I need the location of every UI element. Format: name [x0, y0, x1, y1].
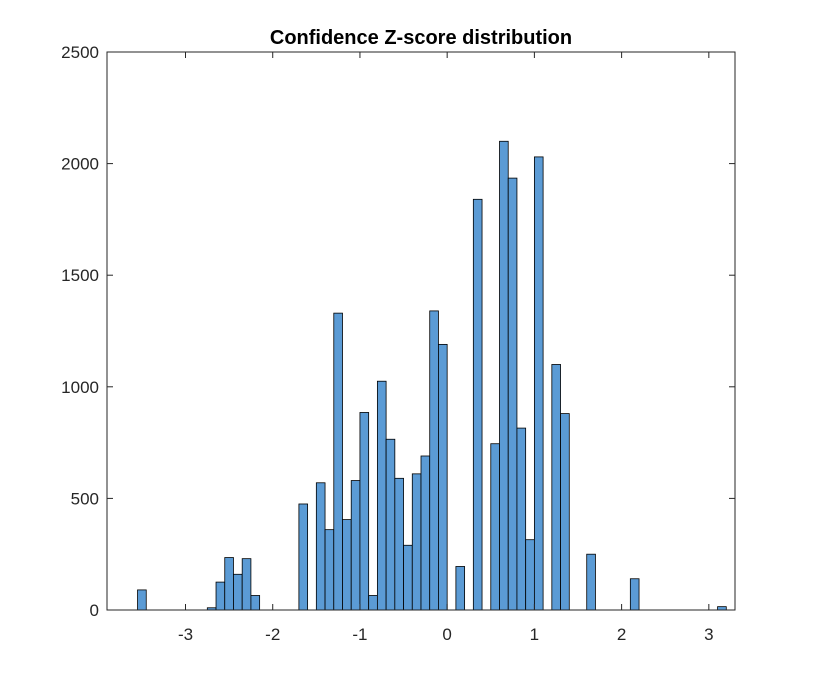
histogram-bar [455, 566, 466, 611]
y-tick-label: 1500 [61, 266, 99, 285]
histogram-bar [215, 581, 226, 611]
y-tick-label: 1000 [61, 378, 99, 397]
histogram-bar [359, 412, 370, 611]
y-tick-label: 2000 [61, 155, 99, 174]
bars-group [137, 140, 727, 611]
histogram-bar [516, 427, 527, 611]
histogram-bar [315, 482, 326, 611]
plot-area-border [106, 51, 736, 611]
histogram-bar [586, 553, 596, 611]
histogram-bar [394, 477, 404, 611]
histogram-bar [429, 310, 439, 611]
histogram-bar [420, 455, 431, 611]
histogram-bar [717, 606, 727, 611]
histogram-bar [224, 557, 234, 611]
histogram-bar [333, 312, 343, 611]
histogram-bar [472, 198, 483, 611]
x-tick-label: 3 [704, 625, 713, 644]
histogram-bar [629, 578, 640, 611]
histogram-bar [324, 529, 335, 611]
histogram-bar [551, 364, 561, 611]
x-tick-label: 2 [617, 625, 626, 644]
histogram-bar [438, 343, 448, 611]
y-tick-label: 500 [71, 489, 99, 508]
histogram-bar [298, 503, 309, 611]
histogram-bar [560, 413, 570, 611]
histogram-bar [233, 573, 243, 611]
histogram-bar [507, 177, 518, 611]
y-tick-label: 0 [90, 601, 99, 620]
axes-group: -3 -2 -1 0 1 2 3 0 500 1000 1500 2000 2500 [61, 43, 735, 644]
histogram-bar [403, 544, 413, 611]
histogram-bar [241, 558, 252, 611]
histogram-bar [137, 589, 147, 611]
histogram-bar [376, 380, 387, 611]
histogram-bar [525, 539, 535, 611]
histogram-bar [533, 156, 544, 611]
histogram-bar [250, 595, 261, 611]
y-tick-label: 2500 [61, 43, 99, 62]
chart-title: Confidence Z-score distribution [270, 27, 572, 49]
histogram-bar [342, 519, 352, 611]
x-tick-label: -3 [178, 625, 193, 644]
histogram-bar [385, 438, 396, 611]
histogram-bar [499, 140, 509, 611]
histogram-bar [350, 480, 361, 611]
x-tick-label: 0 [442, 625, 451, 644]
histogram-bar [411, 473, 422, 611]
histogram-bar [368, 595, 378, 611]
x-tick-label: -1 [352, 625, 367, 644]
x-tick-label: -2 [265, 625, 280, 644]
histogram-bar [490, 443, 500, 611]
x-tick-label: 1 [530, 625, 539, 644]
